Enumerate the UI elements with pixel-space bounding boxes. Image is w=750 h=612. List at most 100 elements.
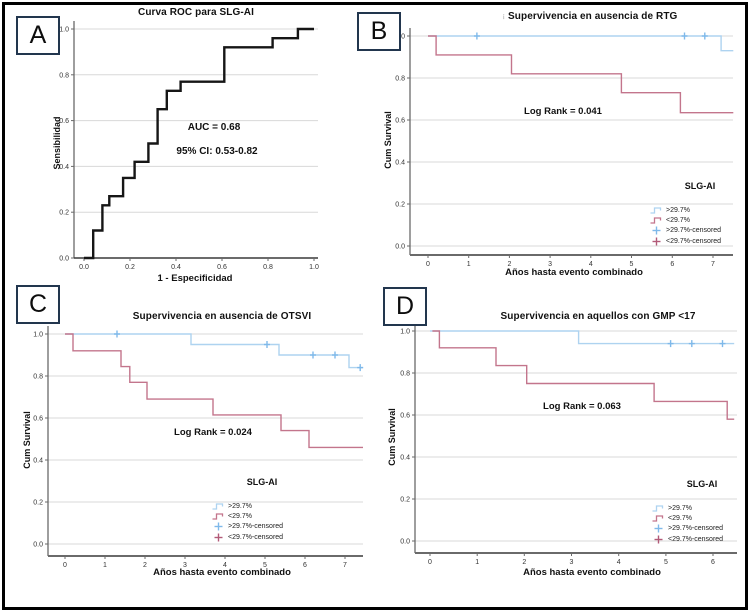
panel-letter: A [29,21,47,49]
y-tick-label: 0.4 [395,160,405,167]
series-line [430,330,735,345]
censored-marker-icon [654,524,663,533]
y-axis-label-rtg: Cum Survival [383,111,393,169]
chart-title-rtg: ¡ Supervivencia en ausencia de RTG [502,11,678,22]
series-line [428,35,734,52]
legend-entry: >29.7%-censored [212,522,312,532]
y-tick-label: 0.0 [395,244,405,251]
y-tick-label: 1.0 [400,329,410,336]
x-tick-label: 2 [507,261,511,268]
y-tick-label: 0.0 [59,256,69,263]
x-axis-label-otsvi: Años hasta evento combinado [153,567,291,578]
x-tick-label: 5 [263,562,267,569]
x-tick-label: 5 [630,261,634,268]
y-tick-label: 0.2 [33,500,43,507]
ci-annotation: 95% CI: 0.53-0.82 [176,146,258,157]
chart-D: 0 1 2 3 4 5 6 0.0 0.2 0.4 0.6 0.8 1.0 [400,323,737,566]
y-tick-label: 0.4 [33,458,43,465]
step-line-icon [652,515,664,522]
censored-marker-icon [652,226,661,235]
legend-label: <29.7%-censored [666,237,722,245]
legend-entry: <29.7%-censored [650,236,750,246]
y-tick-label: 0.6 [400,413,410,420]
title-artifact-mark: ¡ [502,13,506,20]
y-axis-label-roc: Sensibilidad [52,116,62,170]
x-tick-label: 2 [143,562,147,569]
legend-label: >29.7%-censored [228,523,284,531]
legend-entry: <29.7% [650,215,750,225]
legend-label: >29.7% [666,206,690,214]
y-tick-label: 0.4 [59,164,69,171]
chart-title-roc: Curva ROC para SLG-AI [137,7,255,18]
legend-entry: <29.7% [652,513,750,523]
series-line [428,35,734,114]
panel-letter: C [28,290,48,318]
y-tick-label: 0.2 [400,497,410,504]
legend-label: <29.7% [666,217,690,225]
x-tick-label: 4 [589,261,593,268]
x-tick-label: 3 [570,559,574,566]
y-tick-label: 1.0 [59,27,69,34]
y-tick-label: 0.8 [33,374,43,381]
x-axis-label-rtg: Años hasta evento combinado [505,267,643,278]
x-tick-label: 3 [183,562,187,569]
y-tick-label: 0.6 [59,118,69,125]
x-tick-label: 0.4 [171,264,181,271]
x-tick-label: 6 [303,562,307,569]
log-rank-annotation-rtg: Log Rank = 0.041 [524,106,602,117]
x-axis-label-gmp: Años hasta evento combinado [523,567,661,578]
x-tick-label: 6 [711,559,715,566]
panel-label-box-a: A [16,16,60,55]
legend-entry: >29.7% [650,205,750,215]
panel-letter: D [395,292,415,320]
legend-otsvi: SLG-AI >29.7% <29.7% >29.7%-censored <29.7%… [212,477,312,543]
x-tick-label: 5 [664,559,668,566]
y-tick-label: 0.2 [395,202,405,209]
legend-entry: <29.7% [212,511,312,521]
panel-letter: B [370,17,388,45]
x-tick-label: 0.2 [125,264,135,271]
legend-label: >29.7% [228,502,252,510]
y-tick-label: 0.4 [400,455,410,462]
y-tick-label: 0.2 [59,210,69,217]
x-tick-label: 0 [63,562,67,569]
x-tick-label: 1.0 [309,264,319,271]
censored-marker-icon [214,522,223,531]
series-line [84,27,314,260]
y-tick-label: 0.6 [395,118,405,125]
legend-rtg: SLG-AI >29.7% <29.7% >29.7%-censored <29.7%… [650,181,750,247]
censored-marker-icon [214,533,223,542]
log-rank-annotation-gmp: Log Rank = 0.063 [543,401,621,412]
series-line [432,330,735,420]
step-line-icon [650,217,662,224]
x-tick-label: 7 [711,261,715,268]
y-tick-label: 0.8 [400,371,410,378]
log-rank-annotation-otsvi: Log Rank = 0.024 [174,427,252,438]
x-axis-label-roc: 1 - Especificidad [157,273,233,284]
legend-entries: >29.7% <29.7% >29.7%-censored <29.7%-censor… [652,503,750,545]
x-tick-label: 1 [475,559,479,566]
y-axis-label-gmp: Cum Survival [387,408,397,466]
series-line [65,333,363,369]
y-tick-label: 0.8 [395,76,405,83]
y-tick-label: 0.6 [33,416,43,423]
step-line-icon [650,207,662,214]
censored-marker-icon [652,237,661,246]
panel-label-box-d: D [383,287,427,326]
censored-marker-icon [654,535,663,544]
chart-title-gmp: Supervivencia en aquellos con GMP <17 [500,311,696,322]
legend-label: <29.7% [668,515,692,523]
legend-entry: >29.7%-censored [652,524,750,534]
legend-label: >29.7% [668,504,692,512]
x-tick-label: 4 [223,562,227,569]
x-tick-label: 3 [548,261,552,268]
y-tick-label: 0.0 [33,542,43,549]
y-axis-label-otsvi: Cum Survival [22,411,32,469]
x-tick-label: 1 [103,562,107,569]
legend-gmp: SLG-AI >29.7% <29.7% >29.7%-censored <29.7%… [652,479,750,545]
legend-label: >29.7%-censored [668,525,724,533]
legend-entry: <29.7%-censored [212,532,312,542]
x-tick-label: 4 [617,559,621,566]
x-tick-label: 0.6 [217,264,227,271]
